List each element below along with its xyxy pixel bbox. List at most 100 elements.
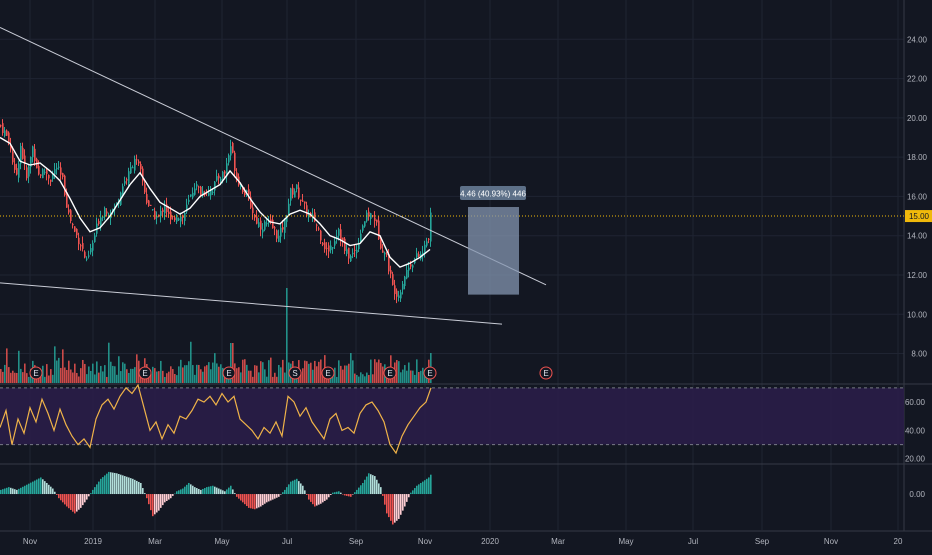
- volume-bar: [240, 372, 242, 383]
- volume-bar: [120, 371, 122, 383]
- volume-bar: [312, 369, 314, 383]
- upper-trendline[interactable]: [0, 27, 547, 286]
- volume-bar: [204, 366, 206, 383]
- histogram-bar: [170, 494, 172, 499]
- volume-bar: [162, 370, 164, 383]
- candle-body: [156, 216, 158, 218]
- candle-body: [280, 227, 282, 237]
- candle-body: [234, 152, 236, 171]
- histogram-bar: [278, 494, 280, 497]
- earnings-marker[interactable]: S: [288, 366, 302, 380]
- histogram-bar: [138, 481, 140, 495]
- histogram-bar: [380, 487, 382, 495]
- histogram-bar: [192, 485, 194, 495]
- candle-body: [60, 167, 62, 175]
- candle-body: [134, 158, 136, 171]
- volume-bar: [306, 361, 308, 383]
- candle-body: [32, 146, 34, 158]
- histogram-bar: [414, 488, 416, 495]
- candle-body: [394, 285, 396, 294]
- time-axis-label: Nov: [824, 537, 838, 546]
- candle-body: [86, 258, 88, 260]
- candle-body: [210, 190, 212, 196]
- trendlines[interactable]: [0, 27, 904, 325]
- candle-body: [340, 229, 342, 240]
- price-axis-label: 24.00: [907, 35, 928, 44]
- lower-trendline[interactable]: [0, 282, 503, 325]
- candle-body: [136, 159, 138, 161]
- histogram-bar: [18, 488, 20, 495]
- volume-bar: [86, 374, 88, 383]
- candle-body: [192, 192, 194, 198]
- candle-body: [428, 238, 430, 240]
- histogram-bar: [376, 479, 378, 495]
- candle-body: [320, 230, 322, 241]
- volume-bar: [272, 376, 274, 383]
- price-axis-label: 16.00: [907, 192, 928, 201]
- candle-body: [72, 223, 74, 226]
- histogram-bar: [304, 490, 306, 495]
- earnings-marker[interactable]: E: [321, 366, 335, 380]
- earnings-marker[interactable]: E: [29, 366, 43, 380]
- earnings-marker[interactable]: E: [383, 366, 397, 380]
- volume-bar: [106, 376, 108, 383]
- volume-bar: [58, 357, 60, 383]
- histogram-bar: [384, 494, 386, 505]
- candle-body: [360, 233, 362, 243]
- histogram-bar: [204, 488, 206, 495]
- candle-body: [252, 207, 254, 214]
- histogram-bar: [178, 490, 180, 495]
- volume-bar: [178, 366, 180, 383]
- candle-body: [332, 247, 334, 249]
- histogram-bar: [306, 494, 308, 495]
- volume-bar: [314, 360, 316, 383]
- volume-bar: [270, 357, 272, 383]
- candle-body: [14, 164, 16, 170]
- candle-body: [258, 222, 260, 227]
- candle-body: [0, 125, 2, 127]
- volume-bar: [132, 368, 134, 383]
- histogram-bar: [342, 494, 344, 495]
- time-axis-label: Nov: [23, 537, 37, 546]
- candle-body: [168, 211, 170, 215]
- candle-body: [6, 130, 8, 136]
- price-axis-label: 10.00: [907, 310, 928, 319]
- earnings-marker[interactable]: E: [222, 366, 236, 380]
- candle-body: [374, 217, 376, 222]
- candle-body: [178, 218, 180, 221]
- volume-bar: [42, 365, 44, 383]
- histogram-bar: [194, 487, 196, 495]
- earnings-marker[interactable]: E: [138, 366, 152, 380]
- histogram-bar: [218, 488, 220, 495]
- volume-bar: [424, 374, 426, 383]
- candle-body: [150, 204, 152, 206]
- histogram-bar: [374, 476, 376, 495]
- histogram-bar: [160, 494, 162, 508]
- histogram-bar: [188, 482, 190, 495]
- candle-body: [346, 249, 348, 254]
- earnings-marker[interactable]: E: [423, 366, 437, 380]
- measure-tool[interactable]: 4.46 (40.93%) 446: [460, 186, 526, 295]
- histogram-bar: [390, 494, 392, 521]
- candle-body: [218, 175, 220, 179]
- volume-bar: [64, 367, 66, 383]
- candle-body: [198, 186, 200, 188]
- candle-body: [10, 144, 12, 150]
- volume-bar: [344, 365, 346, 383]
- volume-bar: [300, 372, 302, 383]
- candle-body: [404, 276, 406, 287]
- volume-bar: [266, 376, 268, 383]
- histogram-bar: [260, 494, 262, 507]
- histogram-bar: [38, 478, 40, 495]
- volume-bar: [422, 367, 424, 383]
- earnings-marker[interactable]: E: [539, 366, 553, 380]
- histogram-bar: [216, 487, 218, 495]
- histogram-bar: [324, 494, 326, 501]
- measure-range-box[interactable]: [468, 207, 519, 295]
- histogram-bar: [394, 494, 396, 523]
- candle-body: [164, 206, 166, 214]
- time-axis-label: 20: [894, 537, 903, 546]
